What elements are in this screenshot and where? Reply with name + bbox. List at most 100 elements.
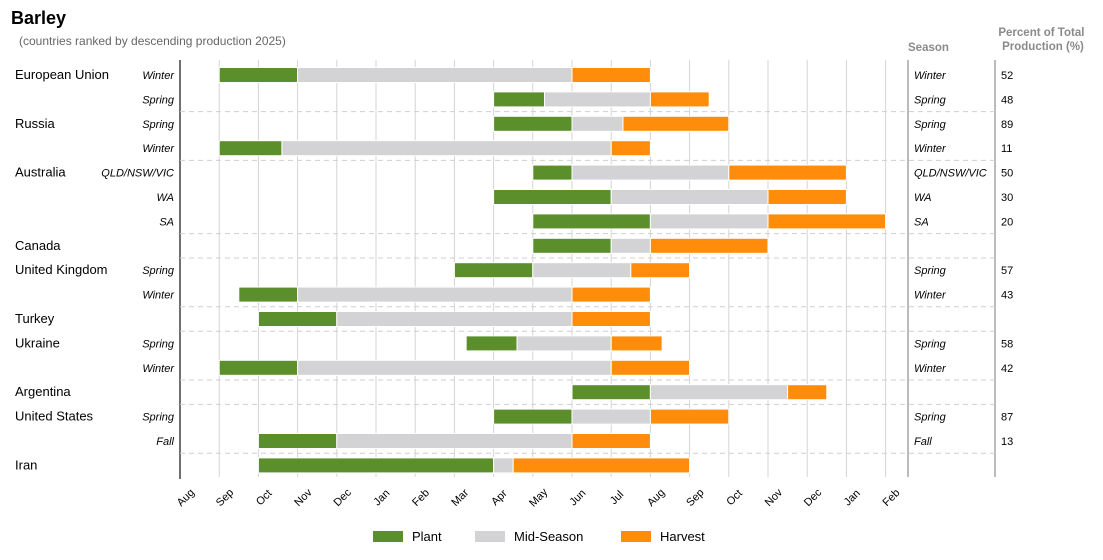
mid-season-bar xyxy=(544,91,651,108)
harvest-bar xyxy=(767,213,887,230)
percent-value: 87 xyxy=(1001,412,1013,424)
percent-value: 57 xyxy=(1001,265,1013,277)
plant-bar xyxy=(532,164,573,181)
plant-bar xyxy=(257,457,495,474)
mid-season-bar xyxy=(649,384,789,401)
x-tick-label: Apr xyxy=(489,487,510,508)
mid-season-bar xyxy=(610,189,769,205)
right-season-label: Spring xyxy=(914,94,947,106)
season-label: Spring xyxy=(142,338,175,350)
percent-value: 52 xyxy=(1001,70,1013,82)
plant-bar xyxy=(218,359,299,376)
x-tick-label: Dec xyxy=(802,486,825,509)
x-tick-label: Nov xyxy=(292,486,315,509)
right-season-label: Winter xyxy=(914,290,947,302)
x-tick-label: Jan xyxy=(842,487,863,508)
mid-season-bar xyxy=(532,262,632,279)
right-season-label: Spring xyxy=(914,338,947,350)
harvest-bar xyxy=(630,262,691,279)
country-label: United States xyxy=(15,409,94,424)
season-label: Winter xyxy=(142,363,175,375)
country-label: Canada xyxy=(15,238,61,253)
plant-bar xyxy=(493,189,612,205)
harvest-bar xyxy=(571,286,651,303)
country-label: Argentina xyxy=(15,384,71,399)
x-tick-label: Oct xyxy=(254,488,275,509)
mid-season-bar xyxy=(571,164,730,181)
row-separators xyxy=(180,111,995,454)
country-label: Australia xyxy=(15,165,66,180)
plant-bar xyxy=(493,408,573,425)
right-season-label: Spring xyxy=(914,119,947,131)
row-labels: European Union Winter Winter 52 Spring Spring… xyxy=(15,67,1013,472)
x-tick-label: Aug xyxy=(175,487,197,509)
legend-label: Plant xyxy=(412,529,442,544)
harvest-bar xyxy=(728,164,847,181)
plant-bar xyxy=(257,433,338,449)
percent-value: 50 xyxy=(1001,168,1013,180)
right-season-label: Winter xyxy=(914,143,947,155)
percent-header-line-1: Percent of Total xyxy=(998,27,1084,39)
percent-value: 11 xyxy=(1001,143,1012,155)
harvest-bar xyxy=(571,67,651,83)
mid-season-bar xyxy=(336,433,573,449)
legend-label: Harvest xyxy=(660,529,705,544)
right-season-label: Fall xyxy=(914,436,932,448)
harvest-bar xyxy=(649,91,710,108)
country-label: European Union xyxy=(15,67,109,82)
harvest-bar xyxy=(787,384,828,401)
x-tick-label: Mar xyxy=(449,487,471,509)
harvest-bar xyxy=(571,311,651,327)
x-tick-label: Sep xyxy=(214,487,236,509)
season-label: Spring xyxy=(142,412,175,424)
right-season-label: Spring xyxy=(914,265,947,277)
plant-bar xyxy=(493,91,546,108)
harvest-bar xyxy=(649,237,769,254)
percent-value: 48 xyxy=(1001,94,1013,106)
plant-bar xyxy=(218,67,299,83)
plant-bar xyxy=(571,384,651,401)
country-label: Russia xyxy=(15,116,56,131)
harvest-bar xyxy=(610,335,663,352)
season-column-header: Season xyxy=(908,42,949,54)
harvest-bar xyxy=(767,189,847,205)
x-tick-label: Oct xyxy=(724,488,745,509)
x-tick-label: Aug xyxy=(645,487,667,509)
right-season-label: WA xyxy=(914,192,932,204)
harvest-bar xyxy=(610,359,691,376)
plant-bar xyxy=(453,262,534,279)
x-axis: Aug Sep Oct Nov Dec Jan Feb Mar Apr May Jun Jul Aug S… xyxy=(175,486,903,510)
season-label: Winter xyxy=(142,70,175,82)
percent-header-line-2: Production (%) xyxy=(1002,41,1084,53)
season-label: WA xyxy=(156,192,174,204)
chart-subtitle: (countries ranked by descending producti… xyxy=(19,34,286,48)
country-label: Iran xyxy=(15,457,37,472)
x-tick-label: Nov xyxy=(763,486,786,509)
legend-swatch xyxy=(475,531,505,542)
mid-season-bar xyxy=(297,286,573,303)
x-tick-label: Dec xyxy=(332,486,355,509)
mid-season-bar xyxy=(610,237,651,254)
legend-swatch xyxy=(373,531,403,542)
plant-bar xyxy=(465,335,518,352)
harvest-bar xyxy=(610,140,651,157)
plant-bar xyxy=(238,286,299,303)
season-label: Winter xyxy=(142,290,175,302)
country-label: Ukraine xyxy=(15,335,60,350)
plant-bar xyxy=(532,237,612,254)
legend-label: Mid-Season xyxy=(514,529,583,544)
right-season-label: Winter xyxy=(914,363,947,375)
x-tick-label: Jun xyxy=(567,487,588,508)
legend: Plant Mid-Season Harvest xyxy=(373,529,705,544)
mid-season-bar xyxy=(571,115,624,132)
season-label: Spring xyxy=(142,265,175,277)
percent-value: 30 xyxy=(1001,192,1013,204)
harvest-bar xyxy=(622,115,730,132)
right-season-label: Spring xyxy=(914,412,947,424)
percent-value: 42 xyxy=(1001,363,1013,375)
percent-value: 43 xyxy=(1001,290,1013,302)
season-label: Fall xyxy=(156,436,174,448)
season-label: SA xyxy=(159,216,174,228)
season-label: QLD/NSW/VIC xyxy=(101,168,174,180)
